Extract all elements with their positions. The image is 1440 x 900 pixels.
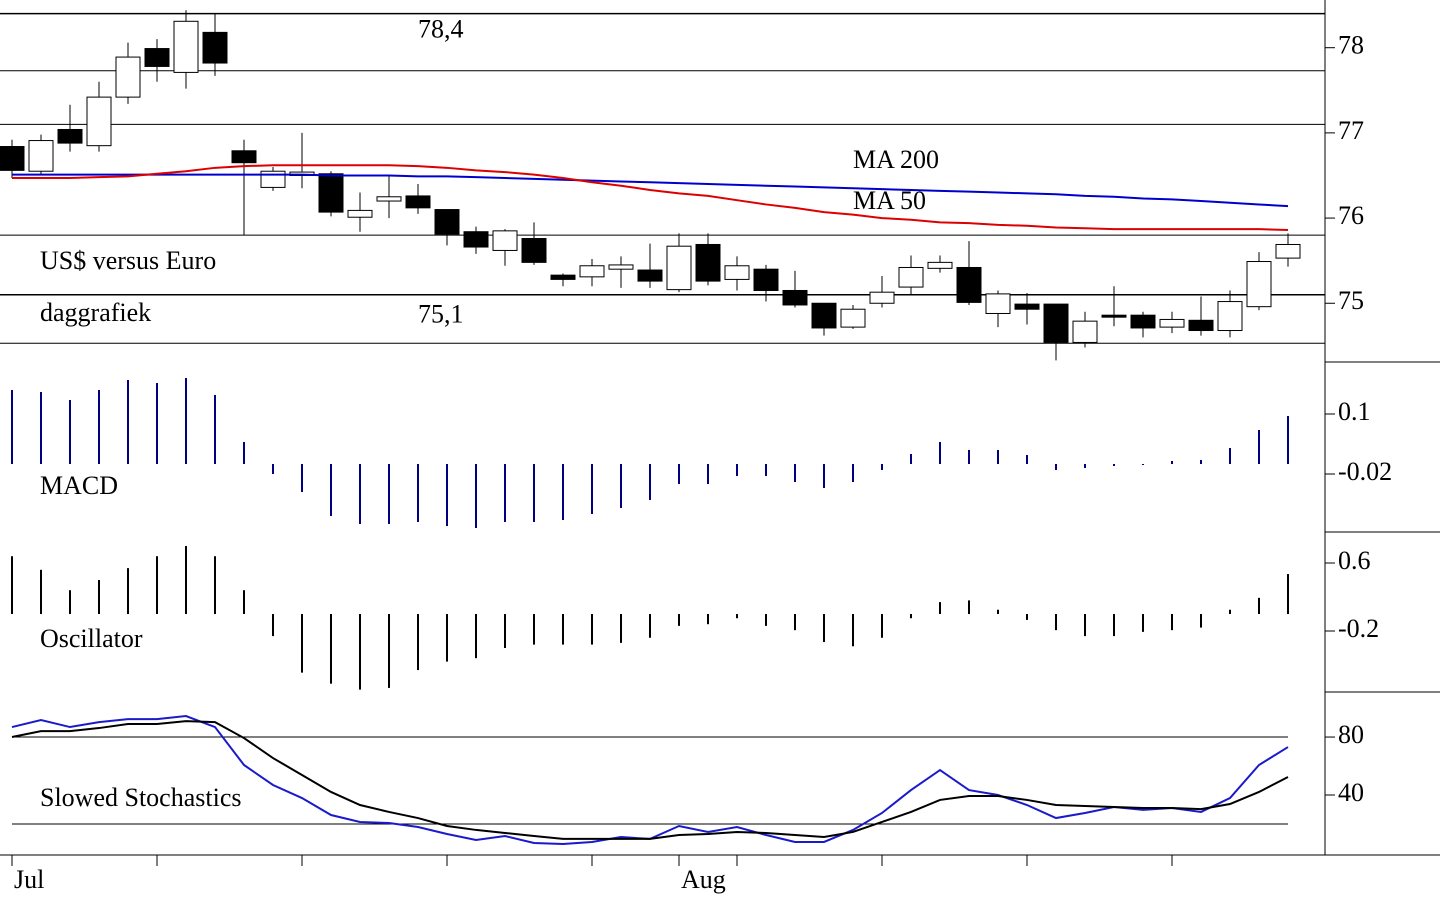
legend-label: MA 200 xyxy=(853,145,939,174)
candle-body xyxy=(637,269,663,282)
candle-body xyxy=(405,195,431,209)
y-tick-label: 78 xyxy=(1338,31,1364,60)
x-tick-label: Aug xyxy=(681,865,726,894)
candle-body xyxy=(492,230,518,251)
panel-title: Oscillator xyxy=(40,624,143,653)
candle-body xyxy=(1159,318,1185,328)
candle-body xyxy=(869,291,895,304)
x-tick-label: Jul xyxy=(14,865,44,894)
candle-body xyxy=(347,209,373,218)
candle-body xyxy=(1130,314,1156,329)
y-tick-label: -0.2 xyxy=(1338,614,1379,643)
candle-body xyxy=(376,196,402,202)
y-tick-label: 80 xyxy=(1338,720,1364,749)
annotation: daggrafiek xyxy=(40,298,151,327)
candle-body xyxy=(231,150,257,164)
candle-body xyxy=(1014,303,1040,310)
candle-body xyxy=(434,209,460,235)
y-tick-label: 40 xyxy=(1338,778,1364,807)
legend-label: MA 50 xyxy=(853,186,926,215)
candle-body xyxy=(202,31,228,64)
candle-body xyxy=(927,261,953,269)
moving-average xyxy=(12,173,1289,208)
candle-body xyxy=(666,245,692,291)
candle-body xyxy=(86,96,112,147)
candle-body xyxy=(956,266,982,303)
level-label: 78,4 xyxy=(418,15,464,44)
candle-body xyxy=(1072,320,1098,343)
candle-body xyxy=(840,308,866,328)
candle-body xyxy=(173,20,199,73)
candle-body xyxy=(144,48,170,67)
line xyxy=(11,715,1289,845)
candle-body xyxy=(695,243,721,282)
panel-title: MACD xyxy=(40,471,118,500)
y-tick-label: 0.1 xyxy=(1338,397,1371,426)
candle-body xyxy=(1188,319,1214,332)
candle-body xyxy=(1043,303,1069,343)
candle-body xyxy=(811,302,837,329)
candle-body xyxy=(753,268,779,291)
candle-body xyxy=(1101,314,1127,318)
moving-average xyxy=(12,164,1289,231)
annotation: US$ versus Euro xyxy=(40,246,216,275)
y-tick-label: 75 xyxy=(1338,286,1364,315)
candle-body xyxy=(318,173,344,213)
y-tick-label: -0.02 xyxy=(1338,457,1392,486)
candle-body xyxy=(985,293,1011,314)
line xyxy=(11,720,1289,840)
candle-body xyxy=(1275,243,1301,259)
candle-body xyxy=(550,274,576,280)
candle-body xyxy=(579,265,605,278)
candle-body xyxy=(608,264,634,270)
candle-body xyxy=(782,289,808,306)
candle-body xyxy=(1246,261,1272,308)
y-tick-label: 76 xyxy=(1338,201,1364,230)
candle-body xyxy=(28,140,54,172)
y-tick-label: 77 xyxy=(1338,116,1364,145)
candle-body xyxy=(521,238,547,263)
level-label: 75,1 xyxy=(418,300,464,329)
panel-title: Slowed Stochastics xyxy=(40,783,242,812)
candle-body xyxy=(898,266,924,288)
candle-body xyxy=(57,128,83,144)
candle-body xyxy=(115,56,141,98)
candle-body xyxy=(724,265,750,280)
y-tick-label: 0.6 xyxy=(1338,546,1371,575)
candle-body xyxy=(463,231,489,248)
candle-body xyxy=(0,146,25,171)
candle-body xyxy=(1217,301,1243,332)
